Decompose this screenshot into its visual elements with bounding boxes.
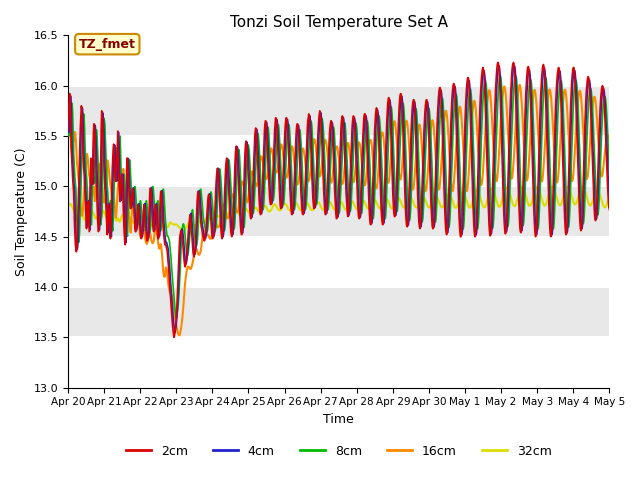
- 2cm: [494, 60, 502, 65]
- Bar: [68, 85, 609, 136]
- Bar: [68, 287, 609, 337]
- 4cm: [495, 63, 502, 69]
- Line: 2cm: 2cm: [68, 62, 609, 337]
- 16cm: [507, 171, 515, 177]
- 32cm: [605, 194, 613, 200]
- 16cm: [404, 121, 412, 127]
- 4cm: [605, 199, 613, 204]
- 8cm: [404, 193, 412, 199]
- 16cm: [272, 169, 280, 175]
- 4cm: [404, 220, 412, 226]
- 4cm: [171, 330, 179, 336]
- Line: 16cm: 16cm: [68, 85, 609, 336]
- 32cm: [64, 203, 72, 209]
- 32cm: [272, 202, 280, 208]
- Line: 32cm: 32cm: [68, 187, 609, 230]
- 16cm: [175, 333, 183, 338]
- 2cm: [404, 224, 412, 229]
- Legend: 2cm, 4cm, 8cm, 16cm, 32cm: 2cm, 4cm, 8cm, 16cm, 32cm: [121, 440, 557, 463]
- 8cm: [508, 148, 515, 154]
- 32cm: [179, 228, 187, 233]
- X-axis label: Time: Time: [323, 413, 354, 426]
- 2cm: [476, 121, 483, 127]
- Bar: [68, 186, 609, 237]
- 8cm: [496, 73, 504, 79]
- 32cm: [476, 192, 483, 197]
- 8cm: [336, 208, 344, 214]
- 2cm: [272, 115, 280, 121]
- Bar: [68, 337, 609, 388]
- 4cm: [508, 103, 515, 109]
- 8cm: [64, 133, 72, 139]
- 8cm: [173, 315, 180, 321]
- Bar: [68, 36, 609, 85]
- Text: TZ_fmet: TZ_fmet: [79, 37, 136, 51]
- 8cm: [476, 198, 483, 204]
- 8cm: [79, 139, 86, 145]
- 8cm: [272, 164, 280, 170]
- 32cm: [79, 212, 86, 218]
- 2cm: [336, 158, 344, 164]
- Bar: [68, 136, 609, 186]
- 2cm: [605, 206, 613, 212]
- 4cm: [272, 130, 280, 135]
- Line: 8cm: 8cm: [68, 76, 609, 318]
- 32cm: [336, 199, 344, 205]
- 16cm: [79, 212, 86, 218]
- 4cm: [79, 105, 86, 111]
- Bar: [68, 237, 609, 287]
- 32cm: [548, 184, 556, 190]
- 16cm: [336, 165, 344, 171]
- 2cm: [170, 335, 178, 340]
- 2cm: [79, 121, 86, 127]
- Line: 4cm: 4cm: [68, 66, 609, 333]
- 16cm: [476, 167, 483, 172]
- 32cm: [507, 193, 515, 199]
- Y-axis label: Soil Temperature (C): Soil Temperature (C): [15, 147, 28, 276]
- 8cm: [605, 171, 613, 177]
- 16cm: [605, 138, 613, 144]
- 4cm: [336, 183, 344, 189]
- Title: Tonzi Soil Temperature Set A: Tonzi Soil Temperature Set A: [230, 15, 448, 30]
- 2cm: [64, 128, 72, 134]
- 32cm: [404, 198, 412, 204]
- 2cm: [508, 81, 515, 86]
- 4cm: [64, 130, 72, 135]
- 16cm: [64, 137, 72, 143]
- 16cm: [516, 82, 524, 88]
- 4cm: [476, 152, 483, 157]
